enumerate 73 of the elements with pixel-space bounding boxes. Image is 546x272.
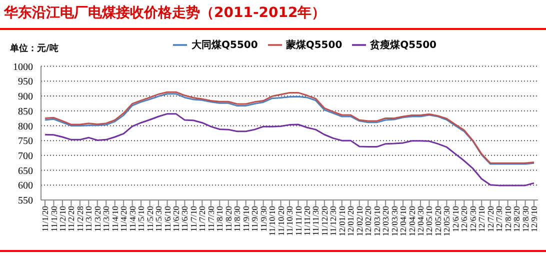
x-tick-label: 12/01/20: [346, 206, 356, 236]
x-tick-label: 11/6/10: [162, 206, 172, 232]
x-tick-label: 11/7/10: [188, 206, 198, 232]
x-tick-label: 11/12/30: [328, 206, 338, 236]
x-tick-label: 11/9/20: [250, 206, 260, 232]
chart-title: 华东沿江电厂电煤接收价格走势（2011-2012年）: [4, 4, 326, 22]
x-tick-label: 11/10/10: [267, 206, 278, 236]
x-tick-label: 11/11/20: [302, 206, 312, 236]
y-tick-label: 650: [18, 166, 33, 177]
line-series: [44, 113, 535, 186]
x-tick-label: 12/8/10: [502, 206, 513, 232]
x-tick-label: 11/2/28: [74, 206, 85, 232]
legend-label: 蒙煤Q5500: [286, 40, 342, 51]
x-tick-label: 11/11/10: [293, 206, 304, 236]
x-tick-label: 12/04/30: [416, 206, 426, 236]
x-tick-label: 11/5/20: [144, 206, 155, 232]
x-tick-label: 12/04/10: [398, 206, 408, 236]
y-tick-label: 800: [18, 121, 33, 132]
y-tick-label: 750: [18, 136, 33, 148]
x-tick-label: 12/6/10: [450, 206, 460, 232]
x-tick-label: 12/04/20: [406, 206, 417, 236]
x-tick-label: 11/3/30: [101, 206, 112, 232]
x-tick-label: 11/5/10: [136, 206, 146, 232]
legend-label: 大同煤Q5500: [191, 40, 258, 51]
y-tick-label: 600: [18, 180, 33, 192]
x-tick-label: 12/05/10: [424, 206, 434, 236]
x-tick-label: 11/12/20: [319, 206, 330, 236]
x-tick-label: 12/7/10: [476, 206, 487, 232]
x-tick-label: 11/6/20: [171, 206, 182, 232]
x-tick-label: 12/01/10: [336, 206, 347, 236]
x-tick-label: 11/8/10: [214, 206, 225, 232]
x-tick-label: 12/03/10: [372, 206, 382, 236]
x-tick-label: 12/8/20: [512, 206, 522, 232]
x-tick-label: 11/2/20: [66, 206, 76, 232]
x-tick-label: 11/2/10: [58, 206, 68, 232]
x-tick-label: 11/9/10: [240, 206, 251, 232]
x-tick-label: 11/8/20: [223, 206, 234, 232]
x-tick-label: 12/02/20: [363, 206, 374, 236]
x-tick-label: 11/1/30: [48, 206, 59, 232]
x-tick-label: 11/4/20: [118, 206, 129, 232]
x-tick-label: 11/4/10: [110, 206, 120, 232]
x-tick-label: 12/7/20: [485, 206, 496, 232]
y-axis-title: 单位：元/吨: [10, 42, 58, 55]
x-tick-label: 12/05/20: [432, 206, 443, 236]
x-tick-label: 11/1/20: [40, 206, 50, 232]
x-tick-label: 11/5/30: [154, 206, 164, 232]
x-tick-label: 12/03/30: [389, 206, 400, 236]
y-tick-label: 950: [18, 76, 33, 88]
x-tick-label: 12/03/20: [380, 206, 391, 236]
x-tick-label: 11/6/30: [180, 206, 190, 232]
x-tick-label: 11/7/30: [206, 206, 216, 232]
y-tick-label: 850: [18, 106, 33, 118]
x-tick-label: 11/3/20: [92, 206, 102, 232]
x-tick-label: 11/3/10: [84, 206, 94, 232]
x-tick-label: 11/10/30: [284, 206, 295, 236]
y-tick-label: 550: [18, 196, 33, 207]
x-tick-label: 12/05/30: [442, 206, 452, 236]
x-tick-label: 12/02/10: [354, 206, 364, 236]
x-tick-label: 11/7/20: [197, 206, 208, 232]
x-tick-label: 11/8/30: [232, 206, 242, 232]
y-tick-label: 1000: [13, 62, 33, 73]
y-tick-label: 700: [18, 150, 33, 162]
x-tick-label: 12/9/10: [529, 206, 540, 232]
legend-label: 贫瘦煤Q5500: [370, 40, 437, 51]
x-tick-label: 12/6/30: [468, 206, 478, 232]
x-tick-label: 11/4/30: [127, 206, 138, 232]
x-tick-label: 12/6/20: [459, 206, 470, 232]
x-tick-label: 12/7/30: [494, 206, 504, 232]
y-tick-label: 900: [18, 92, 33, 103]
x-tick-label: 11/10/20: [276, 206, 286, 236]
x-tick-label: 11/9/30: [258, 206, 268, 232]
x-tick-label: 12/8/30: [520, 206, 530, 232]
x-tick-label: 11/11/30: [310, 206, 321, 236]
